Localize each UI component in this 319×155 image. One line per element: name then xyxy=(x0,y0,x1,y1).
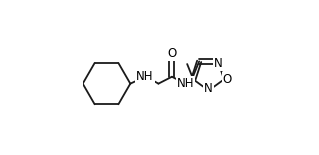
Text: NH: NH xyxy=(136,70,154,83)
Text: N: N xyxy=(204,82,213,95)
Text: O: O xyxy=(223,73,232,86)
Text: O: O xyxy=(167,47,177,60)
Text: NH: NH xyxy=(177,77,194,90)
Text: N: N xyxy=(214,57,223,70)
